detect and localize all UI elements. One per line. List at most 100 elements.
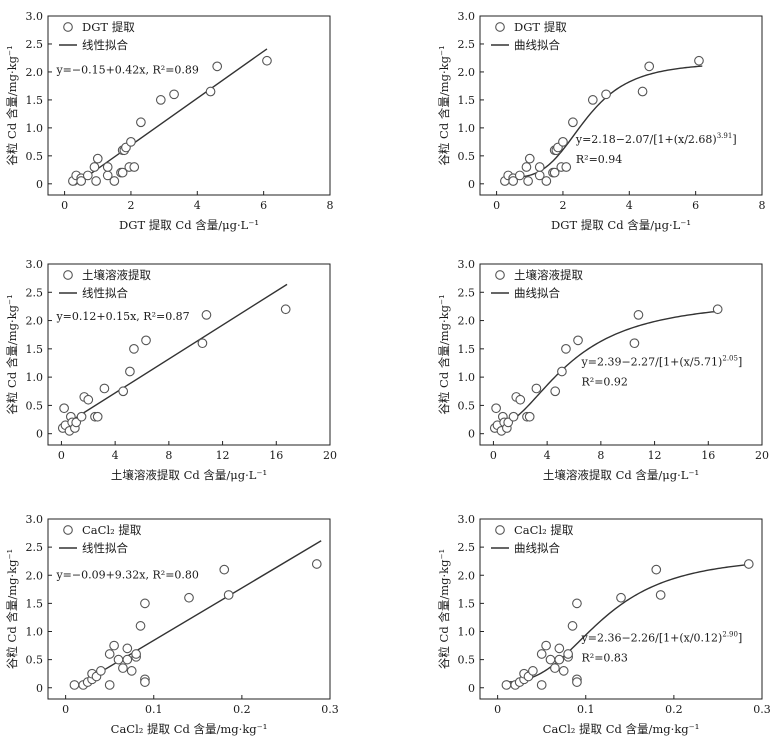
y-tick-label: 2.0 xyxy=(26,315,44,328)
data-point xyxy=(109,640,119,651)
legend-label-fit: 曲线拟合 xyxy=(514,286,560,300)
y-tick-label: 2.5 xyxy=(26,286,44,299)
y-tick-label: 3.0 xyxy=(26,10,44,23)
data-point xyxy=(536,649,547,659)
fit-line xyxy=(493,310,720,428)
plot-frame xyxy=(479,518,763,700)
data-point xyxy=(109,176,120,186)
chart-panel-1: 0 2 4 6 8 0 0.5 1.0 1.5 2.0 2.5 3.0 DGT 提取 Cd 含量/μg·… xyxy=(5,10,334,232)
data-point xyxy=(141,335,151,346)
y-tick-label: 0.5 xyxy=(26,150,44,163)
fit-equation: y=2.18−2.07/[1+(x/2.68)3.91] xyxy=(575,132,737,146)
y-tick-label: 2.0 xyxy=(458,66,476,79)
y-tick-label: 0 xyxy=(36,178,43,191)
data-point xyxy=(550,663,560,673)
legend-label-fit: 线性拟合 xyxy=(82,286,128,300)
y-tick-label: 1.5 xyxy=(26,597,44,610)
y-tick-label: 0 xyxy=(468,178,475,191)
y-tick-label: 2.5 xyxy=(458,286,476,299)
data-point xyxy=(541,640,551,651)
x-tick-label: 8 xyxy=(327,199,334,212)
fit-equation-exponent: 2.05 xyxy=(722,354,738,362)
y-tick-label: 1.0 xyxy=(458,122,476,135)
data-point xyxy=(122,643,133,654)
fit-equation-main: y=2.39−2.27/[1+(x/5.71) xyxy=(581,355,723,368)
data-point xyxy=(69,680,80,690)
data-point xyxy=(549,167,560,178)
data-point xyxy=(223,590,234,600)
data-point xyxy=(99,383,110,394)
x-tick-label: 0.3 xyxy=(321,703,339,716)
data-point xyxy=(92,153,103,164)
x-tick-label: 0.1 xyxy=(577,703,595,716)
legend-label-fit: 线性拟合 xyxy=(82,38,128,52)
data-point xyxy=(644,61,655,72)
chart-panel-5: 0 0.1 0.2 0.3 0 0.5 1.0 1.5 2.0 2.5 3.0 CaCl₂ 提取 Cd… xyxy=(5,513,339,736)
data-point xyxy=(616,592,626,603)
x-tick-label: 20 xyxy=(323,449,337,462)
data-point xyxy=(155,95,166,105)
fit-equation: y=2.36−2.26/[1+(x/0.12)2.90] xyxy=(581,630,743,644)
data-point xyxy=(311,559,322,569)
plot-frame xyxy=(47,263,331,446)
data-point xyxy=(129,343,139,354)
data-point xyxy=(515,394,526,405)
y-tick-label: 2.5 xyxy=(458,541,476,554)
data-point xyxy=(573,335,583,346)
data-point xyxy=(521,162,532,172)
x-axis-label: DGT 提取 Cd 含量/μg·L⁻¹ xyxy=(119,218,259,232)
fit-equation-close: ] xyxy=(732,133,736,146)
data-point xyxy=(629,338,640,349)
data-point xyxy=(118,663,128,673)
x-tick-label: 12 xyxy=(648,449,662,462)
data-point xyxy=(541,176,552,186)
x-axis-label: 土壤溶液提取 Cd 含量/μg·L⁻¹ xyxy=(111,468,267,482)
data-point xyxy=(545,654,556,665)
x-tick-label: 0.2 xyxy=(233,703,251,716)
x-tick-label: 20 xyxy=(755,449,769,462)
x-tick-label: 0 xyxy=(61,199,68,212)
y-tick-label: 1.0 xyxy=(26,626,44,639)
y-tick-label: 1.0 xyxy=(458,626,476,639)
chart-panel-3: 0 4 8 12 16 20 0 0.5 1.0 1.5 2.0 2.5 3.0 土壤溶液提取 Cd 含量… xyxy=(5,258,337,482)
data-point xyxy=(601,89,611,100)
x-tick-label: 8 xyxy=(759,199,766,212)
fit-equation: y=−0.15+0.42x, R²=0.89 xyxy=(55,63,198,76)
data-point xyxy=(514,170,525,181)
y-tick-label: 3.0 xyxy=(458,10,476,23)
y-axis-label: 谷粒 Cd 含量/mg·kg⁻¹ xyxy=(5,549,19,669)
x-tick-label: 2 xyxy=(127,199,134,212)
data-point xyxy=(561,343,571,354)
fit-equation-exponent: 2.90 xyxy=(722,630,738,638)
data-point xyxy=(536,680,547,690)
fit-line xyxy=(506,563,754,683)
y-tick-label: 0.5 xyxy=(458,150,476,163)
data-point xyxy=(104,680,115,690)
data-point xyxy=(587,95,598,105)
data-point xyxy=(508,411,519,422)
data-point xyxy=(89,162,100,172)
data-point xyxy=(534,162,545,172)
y-tick-label: 2.5 xyxy=(26,541,44,554)
y-tick-label: 0 xyxy=(36,682,43,695)
data-point xyxy=(126,137,136,147)
data-point xyxy=(219,564,230,575)
x-tick-label: 0.3 xyxy=(753,703,771,716)
y-axis-label: 谷粒 Cd 含量/mg·kg⁻¹ xyxy=(437,549,451,669)
y-tick-label: 2.0 xyxy=(26,569,44,582)
legend-label-fit: 线性拟合 xyxy=(82,541,128,555)
x-tick-label: 8 xyxy=(597,449,604,462)
y-tick-label: 1.5 xyxy=(458,94,476,107)
data-point xyxy=(82,170,93,181)
y-tick-label: 0.5 xyxy=(26,399,44,412)
x-tick-label: 0.2 xyxy=(665,703,683,716)
legend-marker-icon xyxy=(495,270,505,280)
data-point xyxy=(76,176,87,186)
y-tick-label: 1.5 xyxy=(26,94,44,107)
y-tick-label: 0.5 xyxy=(458,654,476,667)
y-tick-label: 2.5 xyxy=(26,38,44,51)
data-point xyxy=(554,643,565,654)
data-point xyxy=(59,403,69,414)
fit-equation-close: ] xyxy=(738,631,742,644)
